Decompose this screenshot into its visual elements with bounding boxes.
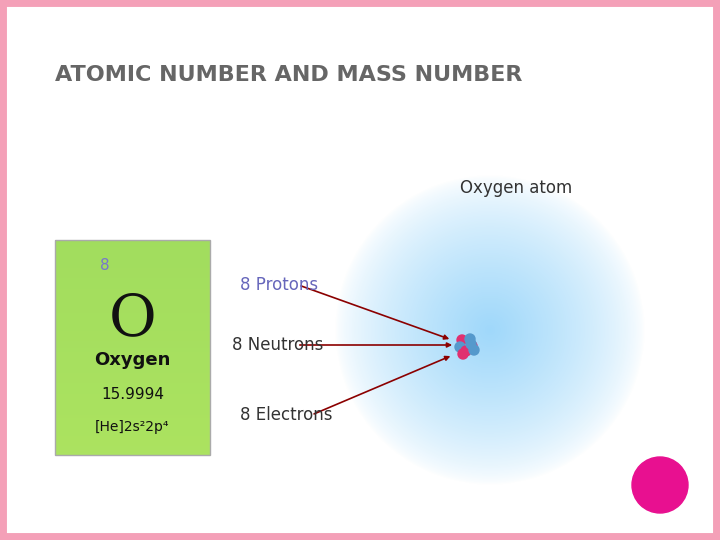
Text: 8 Protons: 8 Protons [240, 276, 318, 294]
Circle shape [465, 334, 475, 344]
Circle shape [458, 349, 468, 359]
Text: 8 Neutrons: 8 Neutrons [232, 336, 323, 354]
Text: ATOMIC NUMBER AND MASS NUMBER: ATOMIC NUMBER AND MASS NUMBER [55, 65, 523, 85]
Circle shape [455, 342, 465, 352]
Circle shape [632, 457, 688, 513]
Text: 8 Electrons: 8 Electrons [240, 406, 333, 424]
Text: Oxygen atom: Oxygen atom [460, 179, 572, 197]
Circle shape [469, 345, 479, 355]
Text: 15.9994: 15.9994 [101, 387, 164, 402]
Text: [He]2s²2p⁴: [He]2s²2p⁴ [95, 420, 170, 434]
Text: O: O [109, 292, 156, 348]
Circle shape [466, 339, 476, 349]
Bar [55, 240, 210, 455]
Text: Oxygen: Oxygen [94, 352, 171, 369]
Circle shape [467, 341, 477, 351]
Text: 8: 8 [100, 258, 109, 273]
Circle shape [461, 346, 471, 356]
Circle shape [457, 335, 467, 345]
